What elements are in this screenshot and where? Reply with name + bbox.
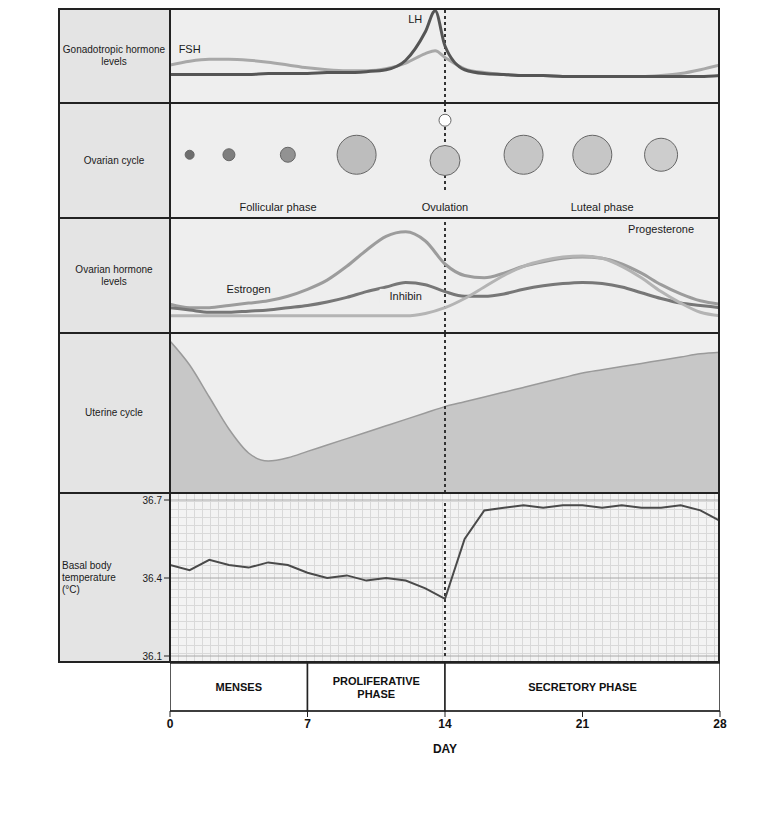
svg-text:21: 21 [576, 717, 590, 731]
html-text:Uterine cycle: Uterine cycle [85, 407, 143, 418]
svg-text:Ovulation: Ovulation [422, 201, 468, 213]
svg-text:28: 28 [713, 717, 727, 731]
html-text:Basal body temperature (°C): Basal body temperature (°C) [62, 560, 116, 595]
svg-text:MENSES: MENSES [216, 681, 262, 693]
svg-text:DAY: DAY [433, 742, 457, 755]
svg-text:Estrogen: Estrogen [227, 283, 271, 295]
svg-text:0: 0 [167, 717, 174, 731]
html-text:Ovarian hormone levels: Ovarian hormone levels [75, 263, 153, 287]
svg-text:36.4: 36.4 [143, 573, 163, 584]
svg-text:36.7: 36.7 [143, 495, 163, 506]
svg-text:Progesterone: Progesterone [628, 223, 694, 235]
html-text:Ovarian cycle: Ovarian cycle [83, 154, 145, 166]
svg-text:7: 7 [304, 717, 311, 731]
svg-text:Luteal phase: Luteal phase [571, 201, 634, 213]
svg-text:Follicular phase: Follicular phase [240, 201, 317, 213]
svg-text:SECRETORY PHASE: SECRETORY PHASE [528, 681, 637, 693]
svg-text:Inhibin: Inhibin [390, 290, 422, 302]
svg-text:14: 14 [438, 717, 452, 731]
svg-text:LH: LH [408, 13, 422, 25]
svg-text:FSH: FSH [179, 43, 201, 55]
svg-text:PROLIFERATIVEPHASE: PROLIFERATIVEPHASE [333, 675, 420, 700]
svg-text:36.1: 36.1 [143, 651, 163, 662]
html-text:Gonadotropic hormone levels: Gonadotropic hormone levels [62, 43, 166, 67]
